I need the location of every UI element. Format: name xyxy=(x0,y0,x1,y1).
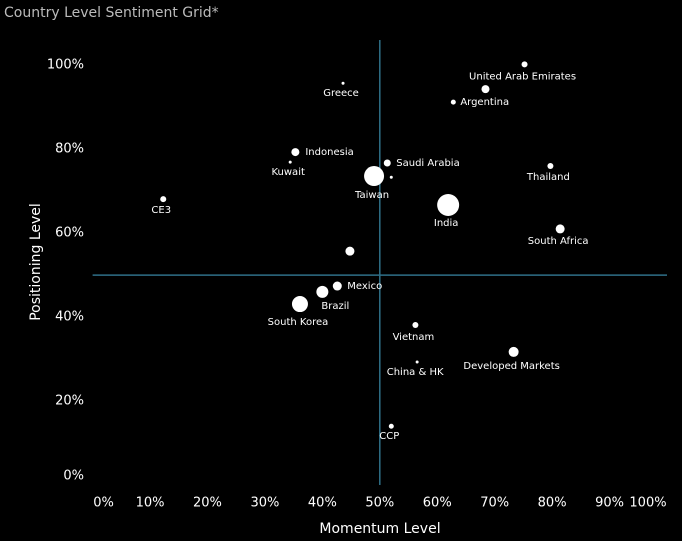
point xyxy=(332,281,342,291)
point xyxy=(555,224,565,234)
point xyxy=(291,296,308,313)
point xyxy=(508,346,519,357)
point-label: South Africa xyxy=(528,236,589,247)
point xyxy=(316,285,329,298)
y-tick-label: 80% xyxy=(55,142,84,157)
point xyxy=(481,85,490,94)
y-tick-label: 0% xyxy=(63,469,84,484)
point xyxy=(389,175,393,179)
point-label: CCP xyxy=(379,431,399,442)
point-label: Brazil xyxy=(321,301,349,312)
point-label: Saudi Arabia xyxy=(396,158,459,169)
y-axis-label: Positioning Level xyxy=(28,203,44,321)
point-label: Thailand xyxy=(526,172,570,183)
point xyxy=(288,160,292,164)
x-tick-label: 70% xyxy=(480,496,509,511)
point-label: United Arab Emirates xyxy=(469,71,576,82)
y-tick-label: 60% xyxy=(55,226,84,241)
x-tick-label: 100% xyxy=(629,496,666,511)
point xyxy=(388,423,394,429)
point xyxy=(345,246,355,256)
x-tick-label: 60% xyxy=(423,496,452,511)
y-tick-label: 20% xyxy=(55,394,84,409)
point-label: Kuwait xyxy=(271,167,304,178)
x-tick-label: 80% xyxy=(538,496,567,511)
y-tick-label: 40% xyxy=(55,310,84,325)
point-label: Mexico xyxy=(347,281,382,292)
point xyxy=(521,61,528,68)
x-tick-label: 0% xyxy=(93,496,114,511)
x-tick-label: 10% xyxy=(136,496,165,511)
point xyxy=(160,196,167,203)
point-label: Indonesia xyxy=(305,147,353,158)
point xyxy=(547,162,554,169)
x-tick-label: 50% xyxy=(365,496,394,511)
x-tick-label: 30% xyxy=(250,496,279,511)
x-axis-label: Momentum Level xyxy=(319,521,440,537)
x-tick-label: 90% xyxy=(595,496,624,511)
point-label: Greece xyxy=(323,88,359,99)
point-label: Taiwan xyxy=(354,190,389,201)
point xyxy=(450,99,456,105)
point-label: Developed Markets xyxy=(463,361,559,372)
point xyxy=(341,81,345,85)
chart-title: Country Level Sentiment Grid* xyxy=(4,5,219,21)
point-label: Argentina xyxy=(460,97,509,108)
point-label: India xyxy=(434,218,459,229)
point-label: South Korea xyxy=(268,317,329,328)
point xyxy=(364,166,385,187)
x-tick-label: 40% xyxy=(308,496,337,511)
y-tick-label: 100% xyxy=(47,58,84,73)
point-label: China & HK xyxy=(387,367,444,378)
point-label: Vietnam xyxy=(393,332,435,343)
x-tick-label: 20% xyxy=(193,496,222,511)
point-label: CE3 xyxy=(151,205,171,216)
point xyxy=(412,322,419,329)
point xyxy=(415,360,419,364)
point xyxy=(291,148,300,157)
point xyxy=(437,193,460,216)
point xyxy=(383,159,391,167)
